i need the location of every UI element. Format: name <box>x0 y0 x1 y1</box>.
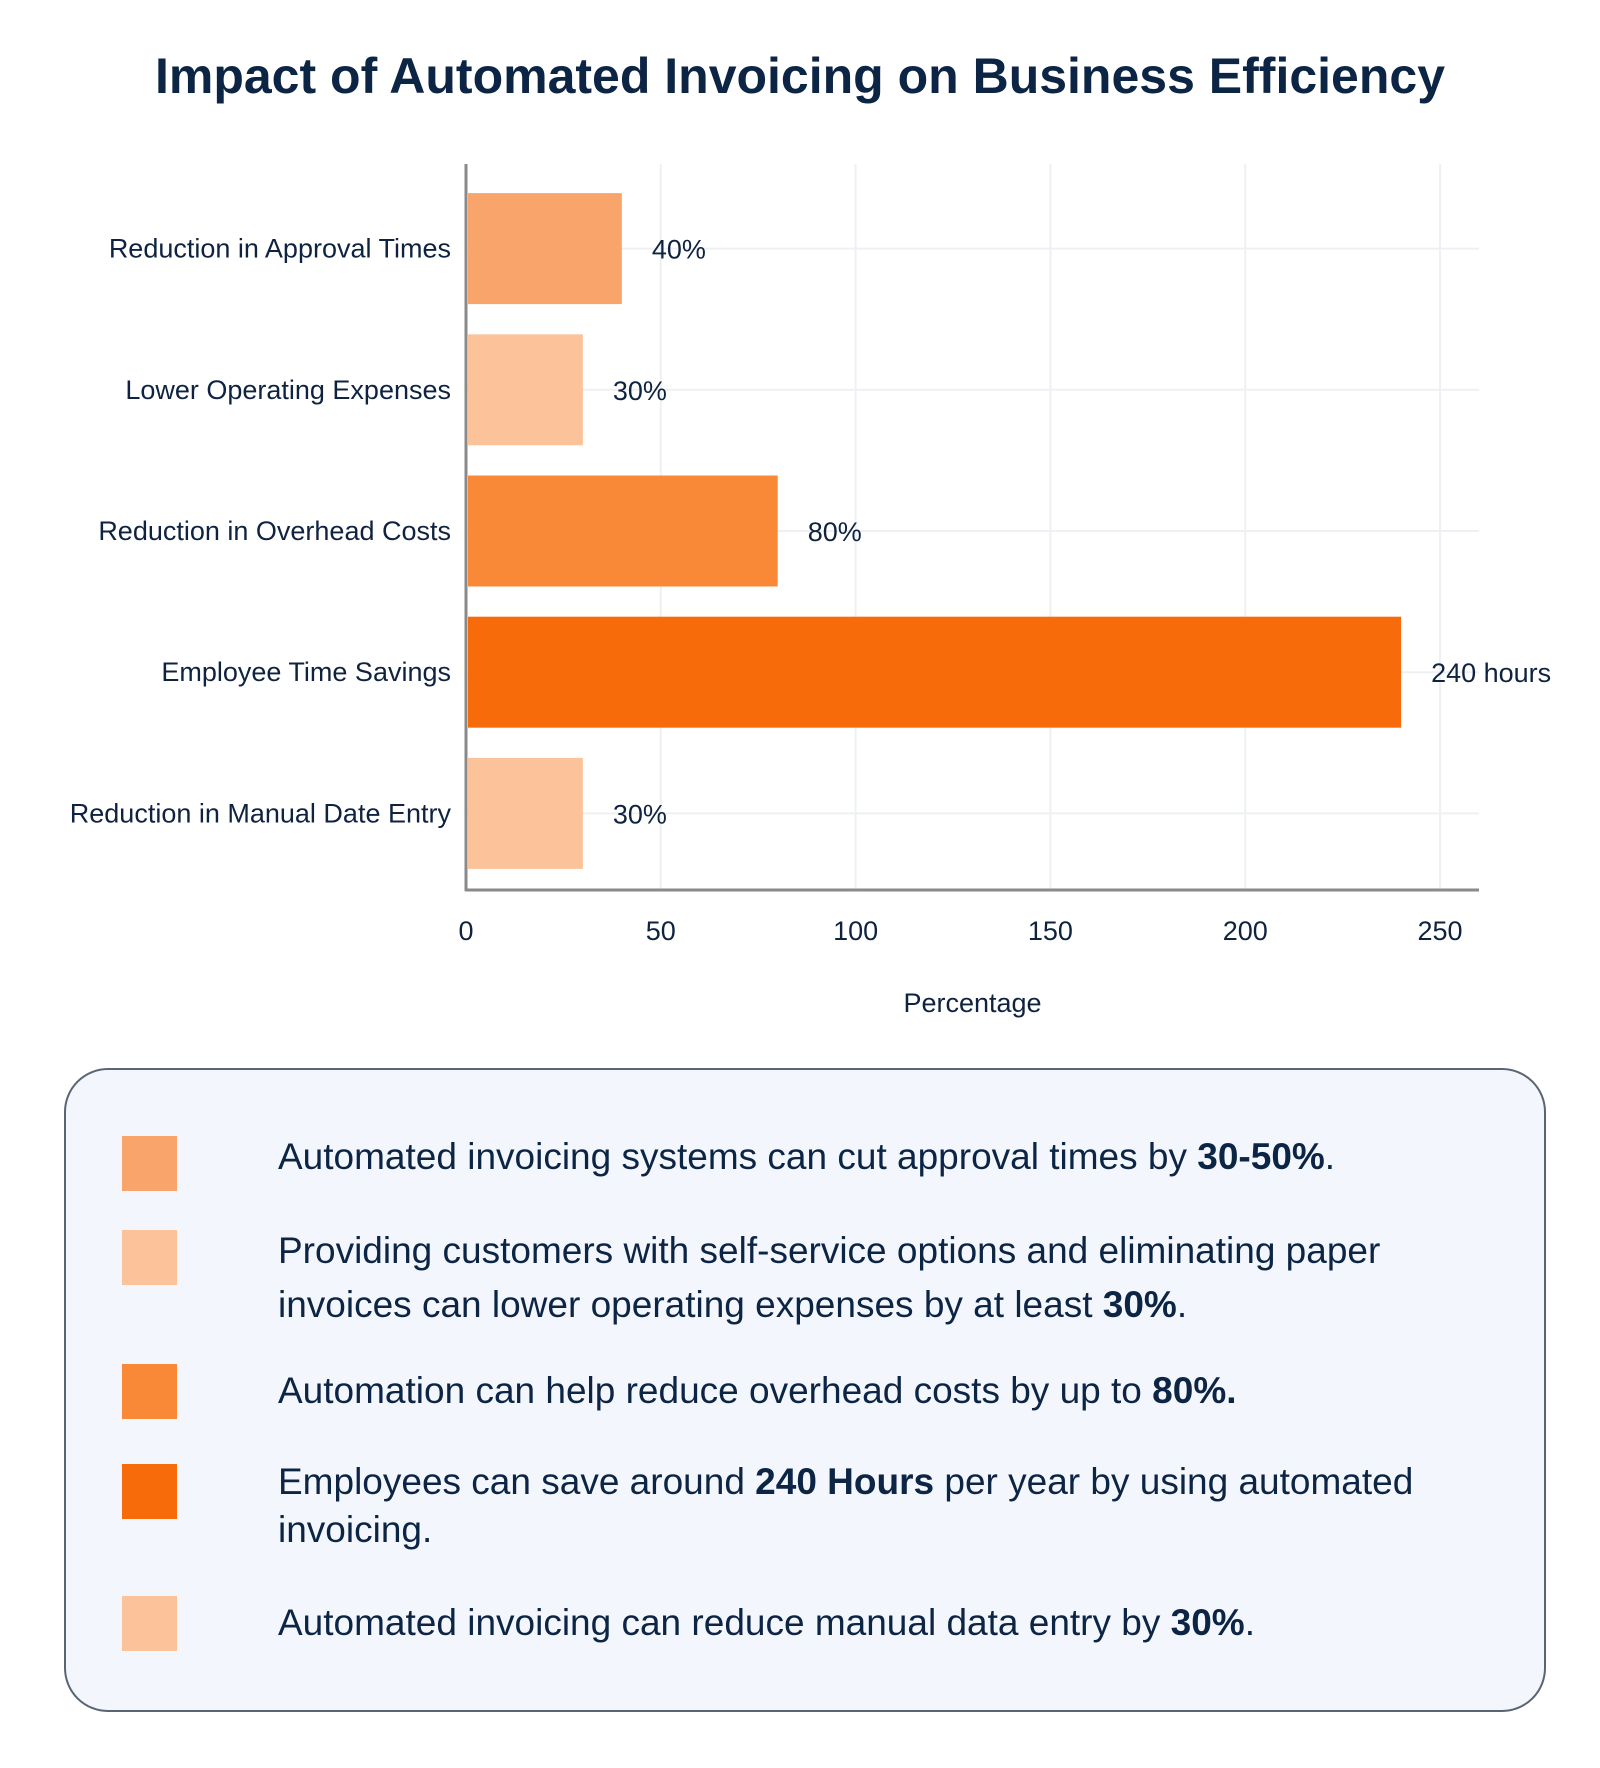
x-axis-title: Percentage <box>903 988 1041 1018</box>
value-label: 240 hours <box>1431 658 1551 688</box>
category-label: Reduction in Manual Date Entry <box>70 798 452 828</box>
bar <box>468 334 583 446</box>
x-tick-labels: 0 50 100 150 200 250 <box>458 916 1462 946</box>
bar-chart: Reduction in Approval Times Lower Operati… <box>70 164 1551 1018</box>
note-text: Providing customers with self-service op… <box>278 1230 1381 1325</box>
notes-panel: Automated invoicing systems can cut appr… <box>64 1068 1546 1712</box>
category-labels: Reduction in Approval Times Lower Operati… <box>70 234 452 829</box>
x-tick-label: 0 <box>458 916 473 946</box>
chart-title: Impact of Automated Invoicing on Busines… <box>154 48 1445 104</box>
value-labels: 40% 30% 80% 240 hours 30% <box>613 235 1551 830</box>
x-tick-label: 100 <box>833 916 878 946</box>
category-label: Lower Operating Expenses <box>125 375 451 405</box>
x-tick-label: 50 <box>646 916 676 946</box>
note-text: Automated invoicing can reduce manual da… <box>278 1602 1255 1643</box>
category-label: Employee Time Savings <box>161 657 451 687</box>
note-swatch <box>122 1596 177 1651</box>
bars <box>468 193 1402 869</box>
value-label: 30% <box>613 799 667 829</box>
x-tick-label: 250 <box>1418 916 1463 946</box>
bar <box>468 757 583 869</box>
note-swatch <box>122 1464 177 1519</box>
value-label: 40% <box>652 235 706 265</box>
note-swatch <box>122 1136 177 1191</box>
bar <box>468 193 622 305</box>
value-label: 30% <box>613 376 667 406</box>
note-swatch <box>122 1230 177 1285</box>
x-tick-label: 150 <box>1028 916 1073 946</box>
note-text: Employees can save around 240 Hours per … <box>278 1461 1414 1550</box>
bar <box>468 616 1402 728</box>
note-text: Automated invoicing systems can cut appr… <box>278 1136 1336 1177</box>
value-label: 80% <box>808 517 862 547</box>
bar <box>468 475 778 587</box>
category-label: Reduction in Overhead Costs <box>98 516 451 546</box>
note-swatch <box>122 1364 177 1419</box>
note-text: Automation can help reduce overhead cost… <box>278 1370 1237 1411</box>
category-label: Reduction in Approval Times <box>109 234 451 264</box>
x-tick-label: 200 <box>1223 916 1268 946</box>
